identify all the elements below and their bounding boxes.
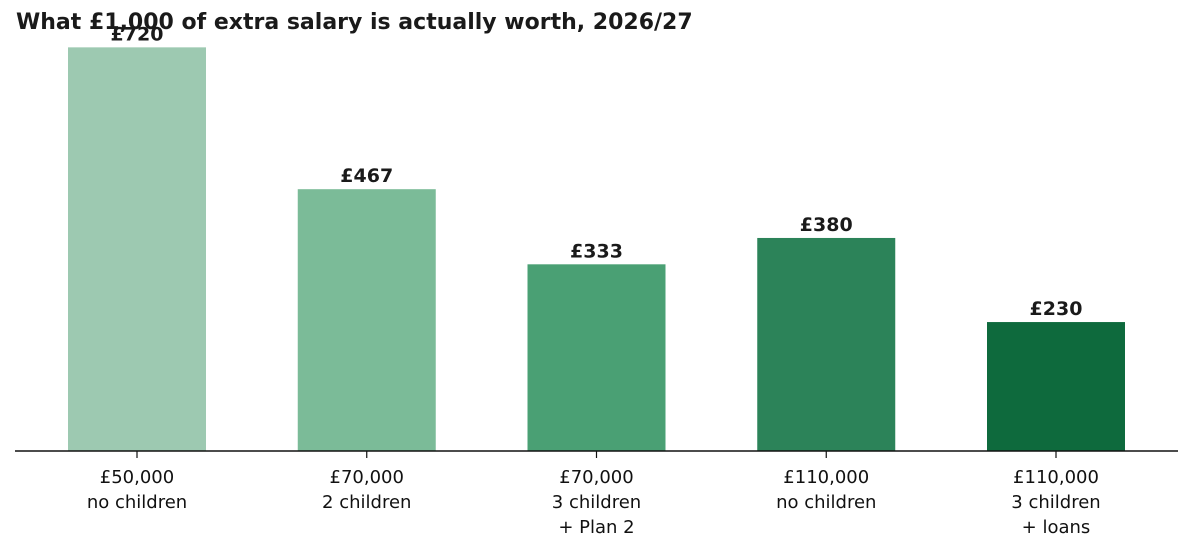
value-label-4: £380	[800, 214, 853, 236]
value-labels-group: £720 £467 £333 £380 £230	[111, 23, 1083, 320]
chart-title: What £1,000 of extra salary is actually …	[16, 10, 693, 35]
x-tick-label-line: £50,000	[100, 467, 174, 488]
x-tick-label-line: no children	[87, 492, 187, 513]
value-label-5: £230	[1030, 298, 1083, 320]
x-tick-label-line: no children	[776, 492, 876, 513]
x-tick-label-line: £110,000	[1013, 467, 1099, 488]
bar-3	[527, 264, 666, 451]
bars-group	[68, 47, 1125, 452]
value-label-2: £467	[340, 165, 393, 187]
value-label-3: £333	[570, 240, 623, 262]
x-tick-labels-group: £50,000 no children£70,000 2 children£70,0…	[87, 467, 1101, 538]
bar-5	[987, 322, 1125, 451]
x-tick-label-1: £50,000 no children	[87, 467, 187, 513]
x-tick-label-line: + loans	[1022, 517, 1091, 538]
x-tick-label-5: £110,000 3 children + loans	[1011, 467, 1100, 538]
x-tick-label-line: 2 children	[322, 492, 411, 513]
x-tick-label-3: £70,000 3 children + Plan 2	[552, 467, 641, 538]
x-tick-label-4: £110,000 no children	[776, 467, 876, 513]
x-tick-label-line: £70,000	[559, 467, 633, 488]
x-tick-label-line: + Plan 2	[558, 517, 634, 538]
bar-2	[297, 189, 436, 452]
x-tick-label-2: £70,000 2 children	[322, 467, 411, 513]
bar-1	[68, 47, 206, 451]
bar-4	[757, 237, 896, 451]
x-tick-label-line: 3 children	[1011, 492, 1100, 513]
x-ticks-group	[136, 451, 1057, 458]
x-tick-label-line: £110,000	[783, 467, 869, 488]
value-label-1: £720	[111, 23, 164, 45]
x-tick-label-line: £70,000	[330, 467, 404, 488]
x-tick-label-line: 3 children	[552, 492, 641, 513]
